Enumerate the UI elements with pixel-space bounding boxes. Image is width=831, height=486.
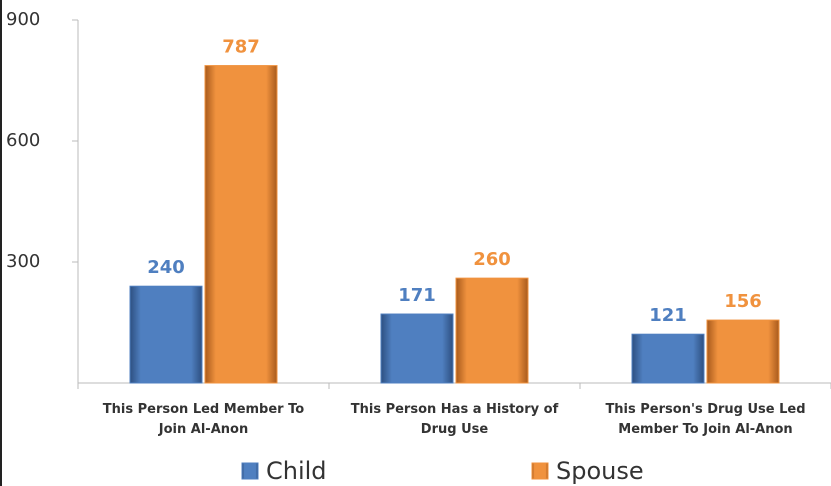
bar: [129, 285, 203, 384]
value-label: 240: [147, 257, 185, 278]
y-tick-label: 600: [6, 130, 40, 151]
value-label: 156: [724, 291, 762, 312]
x-tick-label: This Person's Drug Use Led Member To Joi…: [605, 402, 806, 437]
bar: [380, 313, 454, 384]
bar: [706, 319, 780, 384]
bar: [204, 65, 278, 384]
bar: [631, 333, 705, 384]
x-tick-label: This Person Has a History of Drug Use: [350, 402, 559, 437]
legend-label: Spouse: [556, 457, 644, 485]
legend-swatch: [241, 462, 259, 480]
legend-swatch: [531, 462, 549, 480]
value-label: 787: [222, 37, 260, 58]
value-label: 121: [649, 305, 687, 326]
value-label: 260: [473, 249, 511, 270]
x-tick-label: This Person Led Member To Join Al-Anon: [102, 402, 305, 437]
legend-label: Child: [266, 457, 327, 485]
y-tick-label: 900: [6, 9, 40, 30]
y-tick-label: 300: [6, 251, 40, 272]
bar: [455, 277, 529, 384]
value-label: 171: [398, 285, 436, 306]
